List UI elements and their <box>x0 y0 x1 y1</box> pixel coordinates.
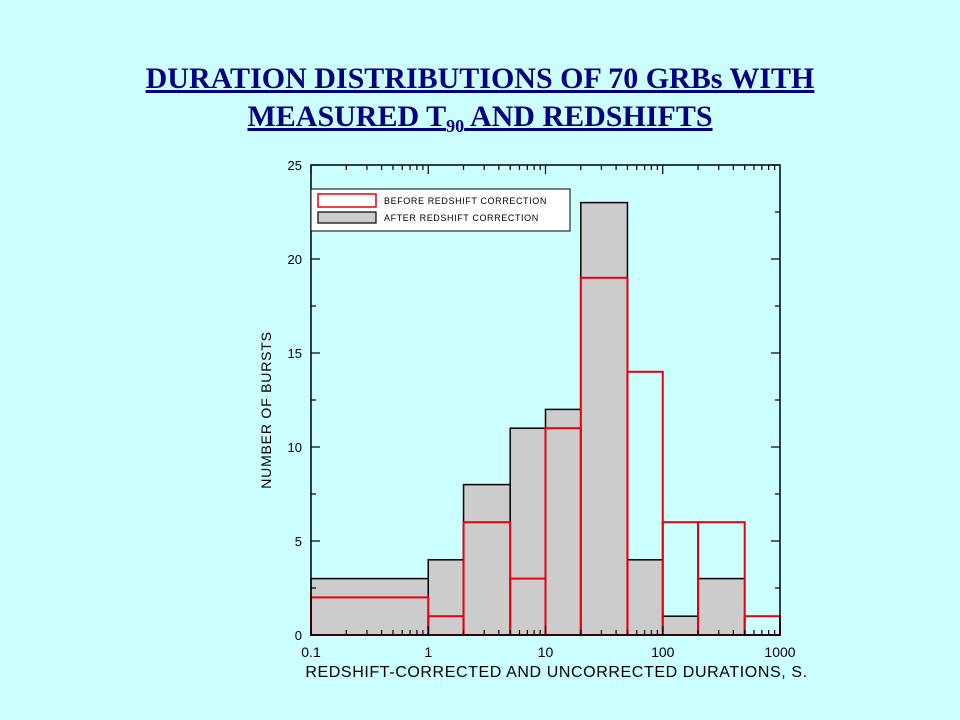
legend-label-after: AFTER REDSHIFT CORRECTION <box>384 213 539 223</box>
after-bar-6 <box>626 559 664 636</box>
legend: BEFORE REDSHIFT CORRECTION AFTER REDSHIF… <box>310 188 571 232</box>
plot-frame <box>310 164 781 636</box>
legend-swatch-after <box>317 211 377 224</box>
y-tick-label: 20 <box>288 252 302 267</box>
title-subscript: 90 <box>446 116 465 136</box>
y-tick-label: 5 <box>295 534 302 549</box>
tick-labels: 0 5 10 15 20 25 0.1 1 10 100 1000 <box>288 158 796 660</box>
y-tick-label: 25 <box>288 158 302 173</box>
title-line-2: MEASURED T90 AND REDSHIFTS <box>0 98 960 136</box>
legend-label-before: BEFORE REDSHIFT CORRECTION <box>384 196 547 206</box>
slide-title: DURATION DISTRIBUTIONS OF 70 GRBs WITH M… <box>0 60 960 136</box>
title-line-2-text: MEASURED T <box>247 100 447 133</box>
after-bar-2 <box>462 483 511 636</box>
title-line-2-suffix: AND REDSHIFTS <box>464 100 713 133</box>
legend-swatch-before <box>317 193 377 208</box>
title-line-1: DURATION DISTRIBUTIONS OF 70 GRBs WITH <box>145 62 815 95</box>
y-tick-label: 0 <box>295 628 302 643</box>
y-tick-label: 10 <box>288 440 302 455</box>
y-axis-label: NUMBER OF BURSTS <box>258 331 274 488</box>
y-tick-label: 15 <box>288 346 302 361</box>
x-tick-label: 10 <box>538 644 554 660</box>
x-tick-label: 1000 <box>764 644 795 660</box>
after-correction-bars <box>310 201 746 636</box>
after-bar-3 <box>509 427 547 636</box>
x-tick-label: 1 <box>424 644 432 660</box>
after-bar-4 <box>544 408 582 636</box>
x-axis-label: REDSHIFT-CORRECTED AND UNCORRECTED DURAT… <box>305 664 807 681</box>
x-tick-label: 0.1 <box>301 644 321 660</box>
x-tick-label: 100 <box>651 644 675 660</box>
after-bar-1 <box>427 559 465 636</box>
after-bar-7 <box>662 615 699 636</box>
after-bar-8 <box>697 577 746 636</box>
after-bar-0 <box>310 577 429 636</box>
after-bar-5 <box>580 201 629 636</box>
before-correction-bars <box>310 276 781 637</box>
